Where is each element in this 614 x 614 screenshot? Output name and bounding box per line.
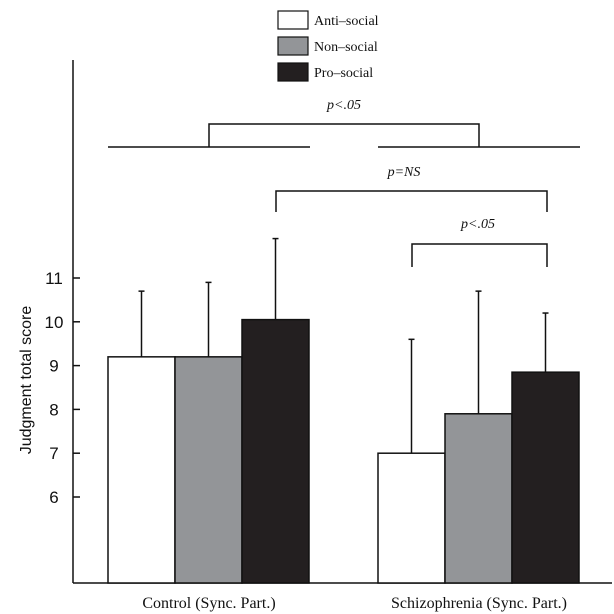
annotation-schizophrenia: p<.05 <box>460 217 495 232</box>
annotation-groups: p<.05 <box>326 98 361 113</box>
legend-swatch-anti-social <box>277 10 309 30</box>
x-tick-label-control: Control (Sync. Part.) <box>142 595 275 612</box>
annotation-pro-social: p=NS <box>387 165 421 180</box>
y-tick-label: 6 <box>49 488 58 507</box>
bars <box>107 318 580 584</box>
bar-control-pro-social <box>241 318 310 584</box>
y-tick-label: 9 <box>49 357 58 376</box>
bar-schizophrenia-non-social <box>444 413 513 584</box>
x-tick-label-schizophrenia: Schizophrenia (Sync. Part.) <box>391 595 567 612</box>
y-ticks: 6 7 8 9 10 11 <box>45 269 80 507</box>
legend-swatch-pro-social <box>277 62 309 82</box>
legend-label-anti-social: Anti–social <box>314 14 379 29</box>
y-tick-label: 11 <box>45 269 63 288</box>
legend-label-non-social: Non–social <box>314 40 378 55</box>
bar-control-anti-social <box>107 356 176 584</box>
legend-swatch-non-social <box>277 36 309 56</box>
y-tick-label: 10 <box>45 313 64 332</box>
y-tick-label: 8 <box>49 400 58 419</box>
legend-label-pro-social: Pro–social <box>314 66 373 81</box>
bar-control-non-social <box>174 356 243 584</box>
significance-between-groups <box>108 123 580 148</box>
bracket-pro-social <box>275 190 548 212</box>
error-bars <box>138 237 549 454</box>
bracket-schizophrenia <box>411 243 548 267</box>
legend: Anti–social Non–social Pro–social <box>277 10 379 82</box>
bar-schizophrenia-pro-social <box>511 371 580 584</box>
y-tick-label: 7 <box>49 444 58 463</box>
bar-schizophrenia-anti-social <box>377 452 446 584</box>
bracket-groups <box>208 123 480 147</box>
y-axis-label: Judgment total score <box>18 306 35 455</box>
